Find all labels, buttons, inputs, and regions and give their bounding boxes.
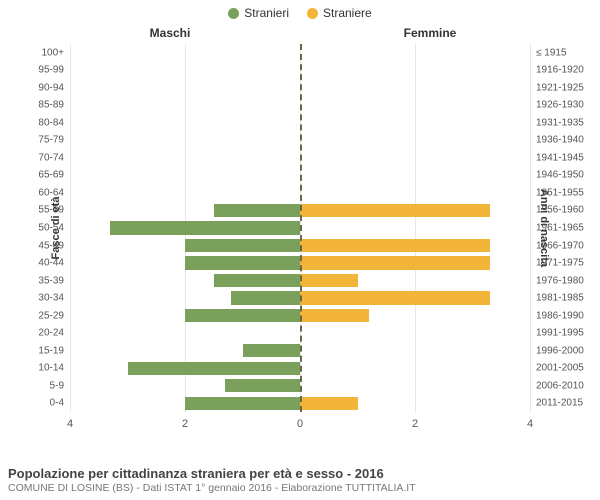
bar-female <box>300 397 358 410</box>
age-label: 95-99 <box>38 65 70 76</box>
birth-year-label: ≤ 1915 <box>530 47 567 58</box>
birth-year-label: 1991-1995 <box>530 328 584 339</box>
birth-year-label: 2006-2010 <box>530 380 584 391</box>
x-tick-label: 2 <box>182 418 188 430</box>
gridline <box>415 44 416 412</box>
bar-male <box>128 362 301 375</box>
bar-female <box>300 239 490 252</box>
chart-title: Popolazione per cittadinanza straniera p… <box>8 466 592 481</box>
birth-year-label: 1946-1950 <box>530 170 584 181</box>
birth-year-label: 1981-1985 <box>530 293 584 304</box>
legend-item-male: Stranieri <box>228 6 289 20</box>
birth-year-label: 1936-1940 <box>530 135 584 146</box>
age-label: 55-59 <box>38 205 70 216</box>
birth-year-label: 1971-1975 <box>530 258 584 269</box>
birth-year-label: 2011-2015 <box>530 398 583 409</box>
column-title-female: Femmine <box>300 26 600 40</box>
x-tick-label: 2 <box>412 418 418 430</box>
bar-male <box>225 379 300 392</box>
birth-year-label: 1951-1955 <box>530 187 584 198</box>
birth-year-label: 1921-1925 <box>530 82 584 93</box>
birth-year-label: 1986-1990 <box>530 310 584 321</box>
birth-year-label: 2001-2005 <box>530 363 584 374</box>
bar-male <box>110 221 300 234</box>
age-label: 20-24 <box>38 328 70 339</box>
bar-male <box>214 204 300 217</box>
x-tick-label: 0 <box>297 418 303 430</box>
legend-label-male: Stranieri <box>244 6 289 20</box>
x-tick-label: 4 <box>527 418 533 430</box>
bar-female <box>300 274 358 287</box>
age-label: 0-4 <box>50 398 70 409</box>
age-label: 5-9 <box>50 380 70 391</box>
bar-male <box>185 256 300 269</box>
bar-male <box>231 291 300 304</box>
age-label: 45-49 <box>38 240 70 251</box>
age-label: 70-74 <box>38 152 70 163</box>
column-title-male: Maschi <box>0 26 300 40</box>
plot-area: Fasce di età Anni di nascita 100+≤ 19159… <box>70 44 530 412</box>
x-tick-label: 4 <box>67 418 73 430</box>
age-label: 25-29 <box>38 310 70 321</box>
birth-year-label: 1996-2000 <box>530 345 584 356</box>
age-label: 50-54 <box>38 222 70 233</box>
birth-year-label: 1961-1965 <box>530 222 584 233</box>
bar-male <box>185 397 300 410</box>
gridline <box>530 44 531 412</box>
legend-item-female: Straniere <box>307 6 372 20</box>
legend: Stranieri Straniere <box>0 0 600 20</box>
chart: Maschi Femmine Fasce di età Anni di nasc… <box>0 26 600 446</box>
age-label: 75-79 <box>38 135 70 146</box>
birth-year-label: 1931-1935 <box>530 117 584 128</box>
age-label: 90-94 <box>38 82 70 93</box>
age-label: 35-39 <box>38 275 70 286</box>
bar-male <box>185 309 300 322</box>
age-label: 30-34 <box>38 293 70 304</box>
birth-year-label: 1966-1970 <box>530 240 584 251</box>
age-label: 85-89 <box>38 100 70 111</box>
age-label: 100+ <box>41 47 70 58</box>
bar-female <box>300 204 490 217</box>
legend-label-female: Straniere <box>323 6 372 20</box>
age-label: 10-14 <box>38 363 70 374</box>
swatch-male <box>228 8 239 19</box>
bar-male <box>214 274 300 287</box>
chart-subtitle: COMUNE DI LOSINE (BS) - Dati ISTAT 1° ge… <box>8 482 592 494</box>
bar-female <box>300 309 369 322</box>
birth-year-label: 1926-1930 <box>530 100 584 111</box>
birth-year-label: 1941-1945 <box>530 152 584 163</box>
gridline <box>70 44 71 412</box>
bar-female <box>300 291 490 304</box>
bar-male <box>185 239 300 252</box>
age-label: 65-69 <box>38 170 70 181</box>
footer: Popolazione per cittadinanza straniera p… <box>8 466 592 494</box>
birth-year-label: 1916-1920 <box>530 65 584 76</box>
swatch-female <box>307 8 318 19</box>
birth-year-label: 1976-1980 <box>530 275 584 286</box>
center-line <box>300 44 302 412</box>
age-label: 80-84 <box>38 117 70 128</box>
bar-male <box>243 344 301 357</box>
age-label: 15-19 <box>38 345 70 356</box>
age-label: 60-64 <box>38 187 70 198</box>
age-label: 40-44 <box>38 258 70 269</box>
bar-female <box>300 256 490 269</box>
birth-year-label: 1956-1960 <box>530 205 584 216</box>
